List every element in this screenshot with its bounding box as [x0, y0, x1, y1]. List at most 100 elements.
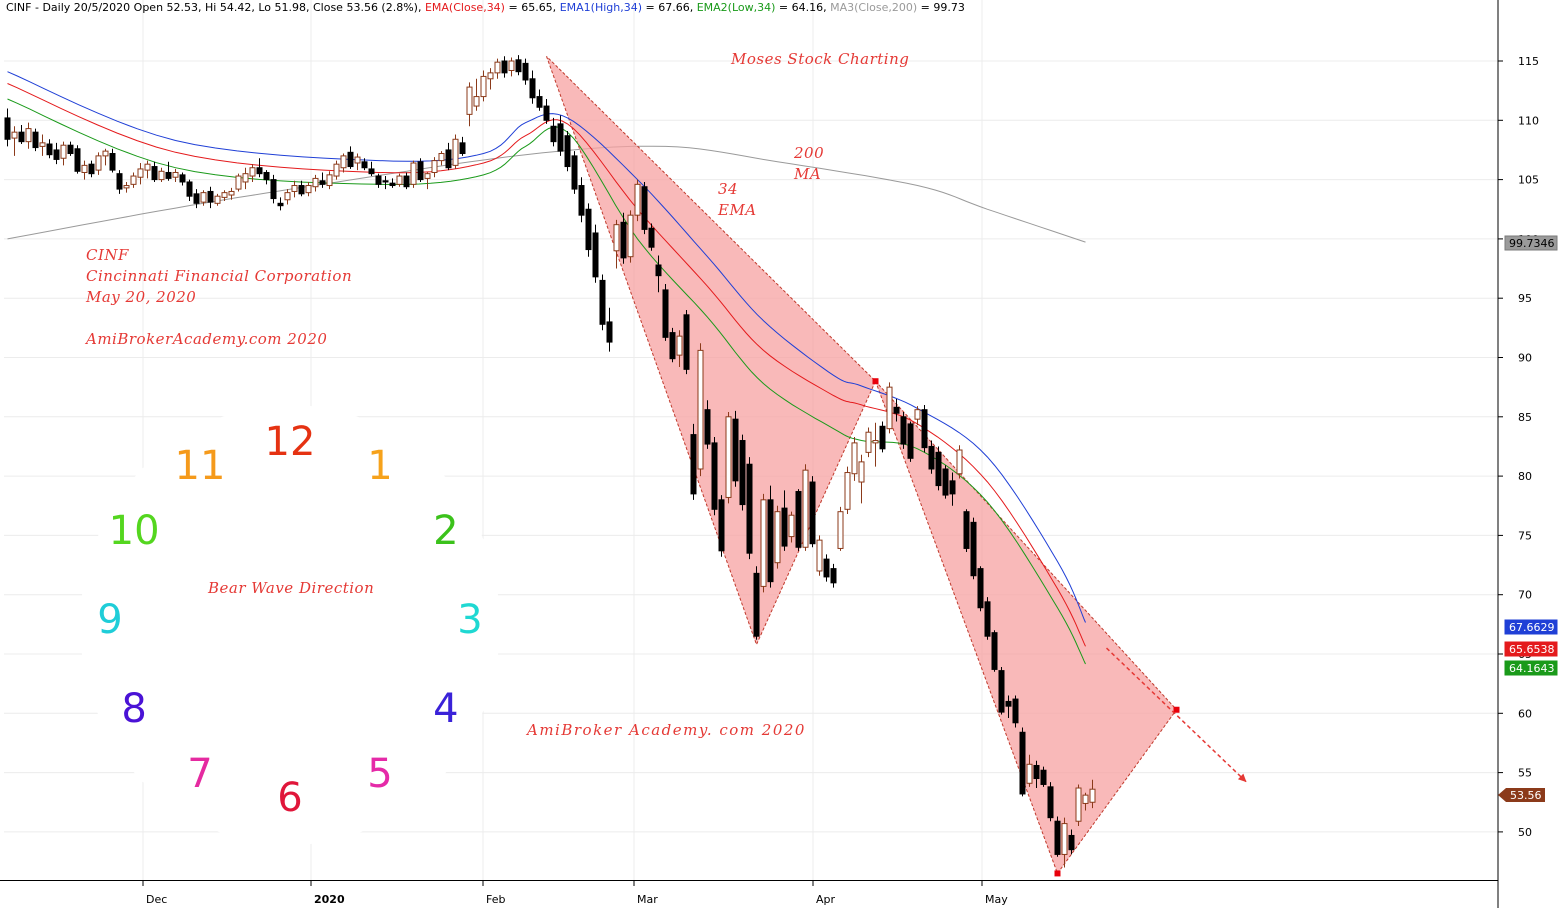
candle-body — [389, 182, 396, 187]
candle-body — [935, 451, 942, 487]
candle — [144, 160, 151, 179]
ema-low-series — [7, 98, 1086, 665]
candle — [620, 212, 627, 264]
candle — [186, 179, 193, 201]
price-tag-label: 67.6629 — [1509, 621, 1555, 634]
candle — [207, 186, 214, 209]
candle-body — [942, 468, 949, 496]
price-tag-box — [1504, 641, 1558, 657]
candle — [466, 82, 473, 127]
wave-markers — [872, 378, 1180, 877]
candle — [802, 464, 809, 551]
candle — [501, 56, 508, 78]
candle — [557, 115, 564, 156]
candle-body — [354, 156, 361, 164]
candle — [81, 160, 88, 180]
candle — [767, 485, 774, 588]
candle — [592, 224, 599, 283]
candle-body — [620, 221, 627, 259]
candle — [158, 167, 165, 182]
candle — [634, 179, 641, 222]
candle-body — [634, 183, 641, 216]
candle — [991, 630, 998, 672]
candle-body — [1075, 787, 1082, 822]
candle-body — [837, 511, 844, 549]
candle — [361, 158, 368, 171]
wave-triangle-1 — [546, 55, 877, 646]
candle — [795, 489, 802, 551]
candle — [39, 134, 46, 156]
candle — [368, 161, 375, 177]
candle — [893, 399, 900, 422]
candle-body — [235, 175, 242, 190]
candle-body — [900, 416, 907, 445]
candle-body — [480, 75, 487, 98]
candle — [319, 172, 326, 188]
candle — [508, 57, 515, 77]
candle-body — [648, 227, 655, 248]
candle-body — [172, 171, 179, 178]
candle — [389, 178, 396, 188]
candle — [1075, 784, 1082, 826]
candle-body — [746, 463, 753, 554]
candle — [74, 145, 81, 174]
y-tick-label: 80 — [1518, 470, 1532, 483]
candle-body — [1026, 763, 1033, 784]
y-tick-label: 95 — [1518, 292, 1532, 305]
candle — [1019, 727, 1026, 797]
candle-body — [830, 568, 837, 584]
candle-body — [515, 59, 522, 73]
candle-body — [872, 440, 879, 444]
y-tick-label: 70 — [1518, 589, 1532, 602]
chart-header: CINF - Daily 20/5/2020 Open 52.53, Hi 54… — [6, 1, 965, 14]
candle-body — [1005, 700, 1012, 707]
header-prefix: CINF - Daily 20/5/2020 Open 52.53, Hi 54… — [6, 1, 418, 14]
candle — [1012, 695, 1019, 728]
candle-body — [74, 148, 81, 172]
candle-body — [1068, 834, 1075, 851]
candle-body — [585, 208, 592, 251]
candle — [739, 434, 746, 511]
candle-body — [928, 445, 935, 470]
candle-body — [557, 123, 564, 152]
candle — [438, 151, 445, 166]
candle-body — [774, 511, 781, 564]
candle-body — [1054, 820, 1061, 855]
candle-body — [1033, 764, 1040, 780]
candle-body — [599, 279, 606, 325]
candle — [571, 151, 578, 194]
price-tag-label: 53.56 — [1510, 789, 1542, 802]
candle-body — [228, 190, 235, 196]
candle — [613, 219, 620, 269]
candle-body — [641, 186, 648, 230]
candle — [900, 412, 907, 449]
candle-body — [186, 181, 193, 197]
candle-body — [11, 131, 18, 139]
candle-body — [67, 144, 74, 155]
candle — [151, 161, 158, 182]
candle-body — [977, 568, 984, 609]
clock-number-11: 11 — [174, 442, 226, 489]
candle-body — [1082, 794, 1089, 804]
forecast-arrow — [1105, 647, 1248, 783]
candle — [263, 170, 270, 185]
candle — [431, 157, 438, 178]
candle — [193, 189, 200, 209]
candle-body — [88, 163, 95, 175]
candle-body — [571, 155, 578, 190]
candle-body — [760, 499, 767, 587]
header-ema2-label: EMA2(Low,34) — [696, 1, 776, 14]
company-label: Cincinnati Financial Corporation — [86, 267, 353, 285]
candle-body — [39, 142, 46, 147]
candle-body — [382, 180, 389, 183]
x-tick-label: Apr — [816, 893, 836, 906]
candle-body — [1047, 786, 1054, 819]
candle-body — [991, 632, 998, 670]
candle-body — [340, 155, 347, 169]
candle — [788, 511, 795, 543]
candle — [963, 509, 970, 553]
candle — [200, 190, 207, 206]
candle — [809, 476, 816, 548]
candle-body — [949, 480, 956, 495]
candle-body — [788, 514, 795, 538]
